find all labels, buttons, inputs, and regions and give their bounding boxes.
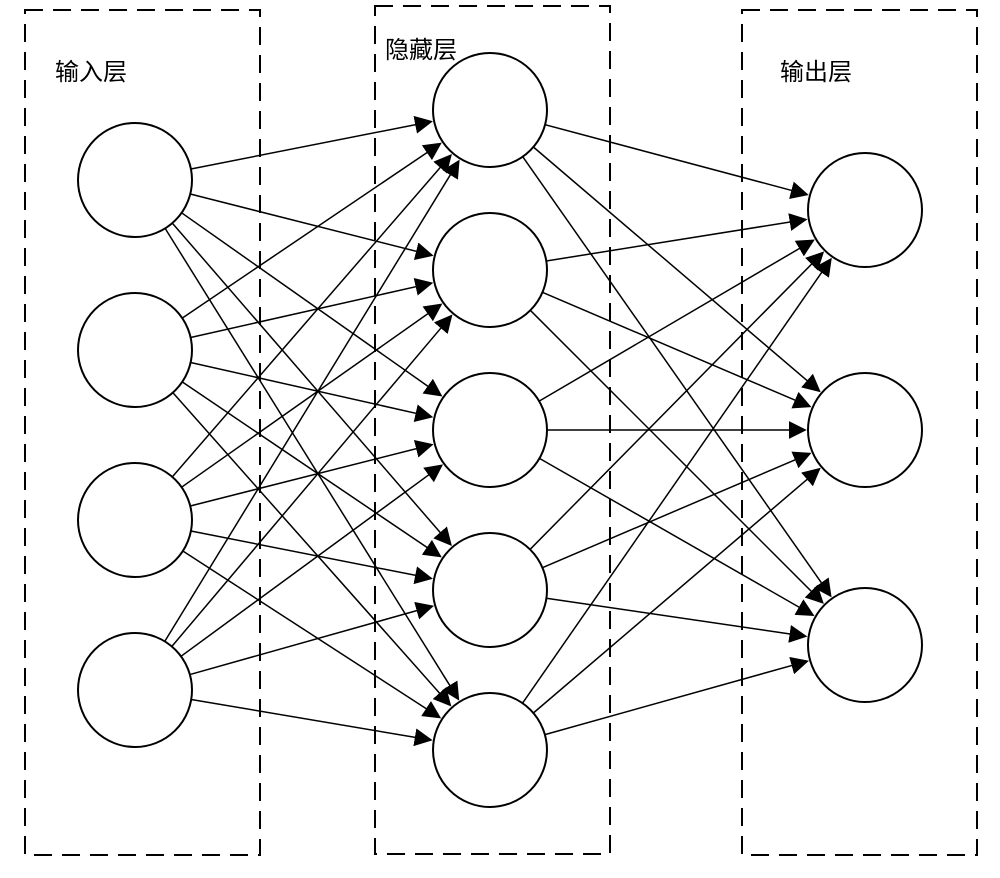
edge bbox=[523, 259, 831, 703]
edge bbox=[530, 253, 823, 550]
edge bbox=[546, 219, 805, 261]
edge bbox=[165, 161, 459, 641]
hidden-node bbox=[433, 53, 547, 167]
hidden-node bbox=[433, 693, 547, 807]
edge bbox=[181, 465, 442, 656]
edge bbox=[546, 598, 805, 636]
edge bbox=[533, 147, 819, 391]
edge bbox=[173, 393, 450, 705]
output-layer-label: 输出层 bbox=[780, 52, 852, 87]
output-node bbox=[808, 373, 922, 487]
input-node bbox=[78, 633, 192, 747]
edge bbox=[172, 316, 451, 647]
hidden-layer-label: 隐藏层 bbox=[385, 30, 457, 65]
edge bbox=[172, 155, 450, 477]
edge bbox=[182, 305, 441, 488]
edge bbox=[191, 531, 431, 578]
output-node bbox=[808, 588, 922, 702]
network-svg bbox=[0, 0, 1000, 878]
output-node bbox=[808, 153, 922, 267]
input-layer-label: 输入层 bbox=[55, 52, 127, 87]
edge bbox=[183, 551, 440, 717]
edge bbox=[190, 606, 432, 674]
edge bbox=[182, 213, 441, 396]
edge bbox=[191, 363, 432, 417]
edge bbox=[182, 144, 440, 318]
hidden-node bbox=[433, 213, 547, 327]
edge bbox=[182, 382, 440, 556]
input-node bbox=[78, 123, 192, 237]
edge bbox=[545, 661, 807, 734]
edge bbox=[172, 223, 450, 545]
input-node bbox=[78, 463, 192, 577]
hidden-node bbox=[433, 533, 547, 647]
edge bbox=[190, 194, 432, 255]
edge bbox=[533, 469, 819, 713]
input-node bbox=[78, 293, 192, 407]
edge bbox=[539, 240, 813, 401]
edge bbox=[191, 699, 431, 740]
edge bbox=[191, 122, 431, 169]
hidden-node bbox=[433, 373, 547, 487]
edge bbox=[165, 228, 458, 699]
edge bbox=[545, 125, 807, 195]
edge bbox=[530, 310, 822, 602]
edge bbox=[191, 283, 432, 337]
neural-network-diagram: 输入层 隐藏层输出层 bbox=[0, 0, 1000, 878]
